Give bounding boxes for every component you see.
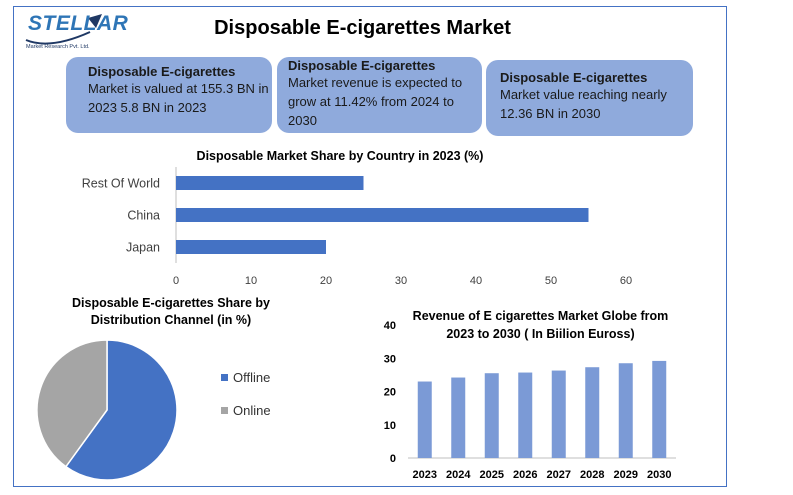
info-card-valuation: Disposable E-cigarettes Market is valued… bbox=[66, 57, 272, 133]
x-tick-label: 2024 bbox=[446, 469, 471, 481]
info-card-body: Market revenue is expected to grow at 11… bbox=[288, 75, 463, 128]
bar-2025 bbox=[484, 373, 499, 458]
x-tick-label: 2030 bbox=[647, 469, 671, 481]
x-tick-label: 0 bbox=[173, 275, 179, 287]
legend-swatch-offline bbox=[221, 374, 228, 381]
x-tick-label: 2026 bbox=[513, 469, 537, 481]
info-card-forecast: Disposable E-cigarettes Market value rea… bbox=[486, 60, 693, 136]
bar-2026 bbox=[518, 372, 533, 458]
logo-tagline: Market Research Pvt. Ltd. bbox=[26, 44, 90, 50]
y-tick-label: 30 bbox=[384, 353, 396, 365]
x-tick-label: 2029 bbox=[614, 469, 638, 481]
logo-swoosh-icon bbox=[25, 14, 102, 45]
y-tick-label: Rest Of World bbox=[82, 177, 160, 191]
pie-slice-online bbox=[36, 339, 108, 468]
country-chart-title: Disposable Market Share by Country in 20… bbox=[196, 149, 484, 163]
info-card-title: Disposable E-cigarettes bbox=[288, 58, 436, 73]
channel-chart-title: Disposable E-cigarettes Share by Distrib… bbox=[72, 296, 270, 327]
x-tick-label: 2023 bbox=[413, 469, 437, 481]
info-card-growth: Disposable E-cigarettes Market revenue i… bbox=[277, 57, 482, 133]
info-card-title: Disposable E-cigarettes bbox=[88, 64, 236, 79]
y-tick-label: 20 bbox=[384, 387, 396, 399]
x-tick-label: 50 bbox=[545, 275, 557, 287]
bar-2027 bbox=[551, 370, 566, 458]
x-tick-label: 10 bbox=[245, 275, 257, 287]
x-tick-label: 2028 bbox=[580, 469, 604, 481]
stellar-logo: STELLAR Market Research Pvt. Ltd. bbox=[20, 10, 128, 54]
x-tick-label: 40 bbox=[470, 275, 482, 287]
y-tick-label: 40 bbox=[384, 320, 396, 332]
channel-share-pie bbox=[36, 339, 178, 481]
x-tick-label: 2025 bbox=[480, 469, 504, 481]
legend-swatch-online bbox=[221, 407, 228, 414]
x-tick-label: 2027 bbox=[547, 469, 571, 481]
page-title: Disposable E-cigarettes Market bbox=[214, 17, 511, 39]
info-card-body: Market is valued at 155.3 BN in 2023 5.8… bbox=[88, 81, 269, 115]
y-tick-label: 0 bbox=[390, 453, 396, 465]
x-tick-label: 20 bbox=[320, 275, 332, 287]
bar-2030 bbox=[652, 360, 667, 458]
x-tick-label: 30 bbox=[395, 275, 407, 287]
bar-rest-of-world bbox=[176, 176, 364, 190]
info-card-title: Disposable E-cigarettes bbox=[500, 70, 648, 85]
bar-2029 bbox=[618, 363, 633, 458]
infographic-frame bbox=[13, 6, 727, 487]
logo-wordmark: STELLAR bbox=[28, 12, 129, 35]
y-tick-label: Japan bbox=[126, 241, 160, 255]
bar-2023 bbox=[417, 381, 432, 458]
y-tick-label: China bbox=[127, 209, 160, 223]
revenue-chart-title: Revenue of E cigarettes Market Globe fro… bbox=[412, 309, 669, 341]
legend-item-offline: Offline bbox=[221, 370, 270, 385]
bar-china bbox=[176, 208, 589, 222]
legend-label: Offline bbox=[233, 370, 271, 385]
info-card-body: Market value reaching nearly 12.36 BN in… bbox=[500, 87, 667, 121]
y-tick-label: 10 bbox=[384, 420, 396, 432]
legend-item-online: Online bbox=[221, 403, 271, 418]
pie-slice-offline bbox=[64, 339, 178, 481]
bar-japan bbox=[176, 240, 326, 254]
bar-2028 bbox=[585, 367, 600, 458]
legend-label: Online bbox=[233, 403, 271, 418]
bar-2024 bbox=[451, 377, 466, 458]
x-tick-label: 60 bbox=[620, 275, 632, 287]
